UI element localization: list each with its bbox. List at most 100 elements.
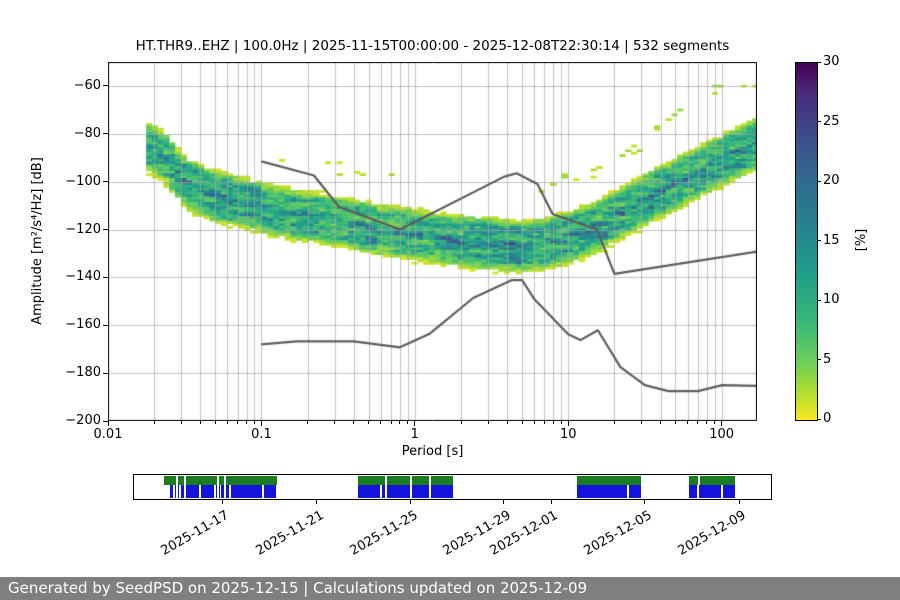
x-minor-tick — [460, 421, 462, 424]
x-minor-tick — [390, 421, 392, 424]
x-minor-tick — [307, 421, 309, 424]
coverage-green-segment — [178, 476, 184, 486]
colorbar-tick — [817, 240, 821, 241]
colorbar-tick — [817, 359, 821, 360]
x-minor-tick — [687, 421, 689, 424]
coverage-blue-segment — [200, 485, 214, 498]
x-minor-tick — [487, 421, 489, 424]
x-minor-tick — [543, 421, 545, 424]
x-minor-tick — [660, 421, 662, 424]
coverage-blue-segment — [387, 485, 411, 498]
coverage-blue-segment — [178, 485, 179, 498]
y-tick-label: −120 — [65, 221, 101, 237]
x-minor-tick — [199, 421, 201, 424]
x-minor-tick — [368, 421, 370, 424]
x-tick-label: 0.1 — [251, 427, 272, 442]
coverage-green-segment — [412, 476, 430, 486]
coverage-green-segment — [358, 476, 386, 486]
colorbar-tick — [817, 299, 821, 301]
x-minor-tick — [697, 421, 699, 424]
colorbar-tick-label: 5 — [823, 351, 832, 367]
x-minor-tick — [613, 421, 615, 424]
y-tick — [103, 420, 108, 422]
coverage-blue-segment — [431, 485, 453, 498]
x-major-tick — [567, 421, 569, 426]
y-tick-label: −160 — [65, 317, 101, 333]
x-major-tick — [107, 421, 109, 426]
coverage-blue-segment — [231, 485, 262, 498]
coverage-green-segment — [576, 476, 641, 486]
coverage-blue-segment — [185, 485, 199, 498]
colorbar-tick-label: 30 — [823, 54, 840, 69]
x-minor-tick — [552, 421, 554, 424]
coverage-blue-segment — [221, 485, 225, 498]
coverage-blue-segment — [226, 485, 230, 498]
x-minor-tick — [334, 421, 336, 424]
colorbar-tick-label: 25 — [823, 113, 840, 129]
coverage-blue-segment — [723, 485, 736, 498]
colorbar-tick — [817, 180, 821, 182]
coverage-blue-segment — [215, 485, 217, 498]
coverage-blue-segment — [180, 485, 184, 498]
y-tick-label: −180 — [65, 365, 101, 381]
y-tick-label: −140 — [65, 269, 101, 285]
timeline-tick — [410, 500, 412, 504]
page-title: HT.THR9..EHZ | 100.0Hz | 2025-11-15T00:0… — [135, 38, 730, 54]
ppsd-histogram-canvas — [108, 62, 757, 421]
coverage-green-segment — [387, 476, 411, 486]
coverage-green-segment — [688, 476, 698, 486]
x-minor-tick — [380, 421, 382, 424]
y-tick-label: −100 — [65, 173, 101, 189]
coverage-green-segment — [431, 476, 453, 486]
x-tick-label: 1 — [410, 427, 419, 442]
y-tick — [103, 133, 108, 135]
colorbar-tick-label: 10 — [823, 292, 840, 307]
colorbar-gradient — [795, 62, 818, 421]
coverage-green-segment — [185, 476, 218, 486]
timeline-tick — [644, 500, 646, 504]
coverage-blue-segment — [358, 485, 381, 498]
coverage-blue-segment — [412, 485, 430, 498]
coverage-blue-segment — [218, 485, 220, 498]
x-minor-tick — [640, 421, 642, 424]
x-minor-tick — [560, 421, 562, 424]
coverage-blue-segment — [629, 485, 641, 498]
x-major-tick — [260, 421, 262, 426]
y-tick — [103, 276, 108, 278]
x-minor-tick — [237, 421, 239, 424]
x-tick-label: 10 — [559, 427, 577, 442]
x-minor-tick — [226, 421, 228, 424]
x-major-tick — [414, 421, 416, 426]
y-tick — [103, 181, 108, 183]
coverage-blue-segment — [382, 485, 386, 498]
y-tick — [103, 372, 108, 374]
x-axis-label: Period [s] — [401, 444, 464, 459]
x-minor-tick — [706, 421, 708, 424]
x-minor-tick — [399, 421, 401, 424]
x-minor-tick — [521, 421, 523, 424]
coverage-green-segment — [226, 476, 277, 486]
x-tick-label: 0.01 — [93, 427, 123, 442]
colorbar-tick — [817, 121, 821, 122]
x-minor-tick — [153, 421, 155, 424]
colorbar-tick-label: 15 — [823, 232, 840, 248]
coverage-blue-segment — [688, 485, 698, 498]
x-minor-tick — [214, 421, 216, 424]
y-tick — [103, 229, 108, 231]
x-minor-tick — [714, 421, 716, 424]
y-axis-label: Amplitude [m²/s⁴/Hz] [dB] — [30, 157, 45, 325]
coverage-green-segment — [219, 476, 225, 486]
x-minor-tick — [533, 421, 535, 424]
coverage-blue-segment — [576, 485, 627, 498]
colorbar-tick-label: 0 — [823, 411, 832, 426]
timeline-box — [133, 474, 772, 500]
x-minor-tick — [506, 421, 508, 424]
x-minor-tick — [674, 421, 676, 424]
x-minor-tick — [180, 421, 182, 424]
footer-bar: Generated by SeedPSD on 2025-12-15 | Cal… — [0, 577, 900, 600]
x-minor-tick — [246, 421, 248, 424]
y-tick-label: −80 — [73, 125, 101, 141]
coverage-green-segment — [699, 476, 736, 486]
x-minor-tick — [353, 421, 355, 424]
